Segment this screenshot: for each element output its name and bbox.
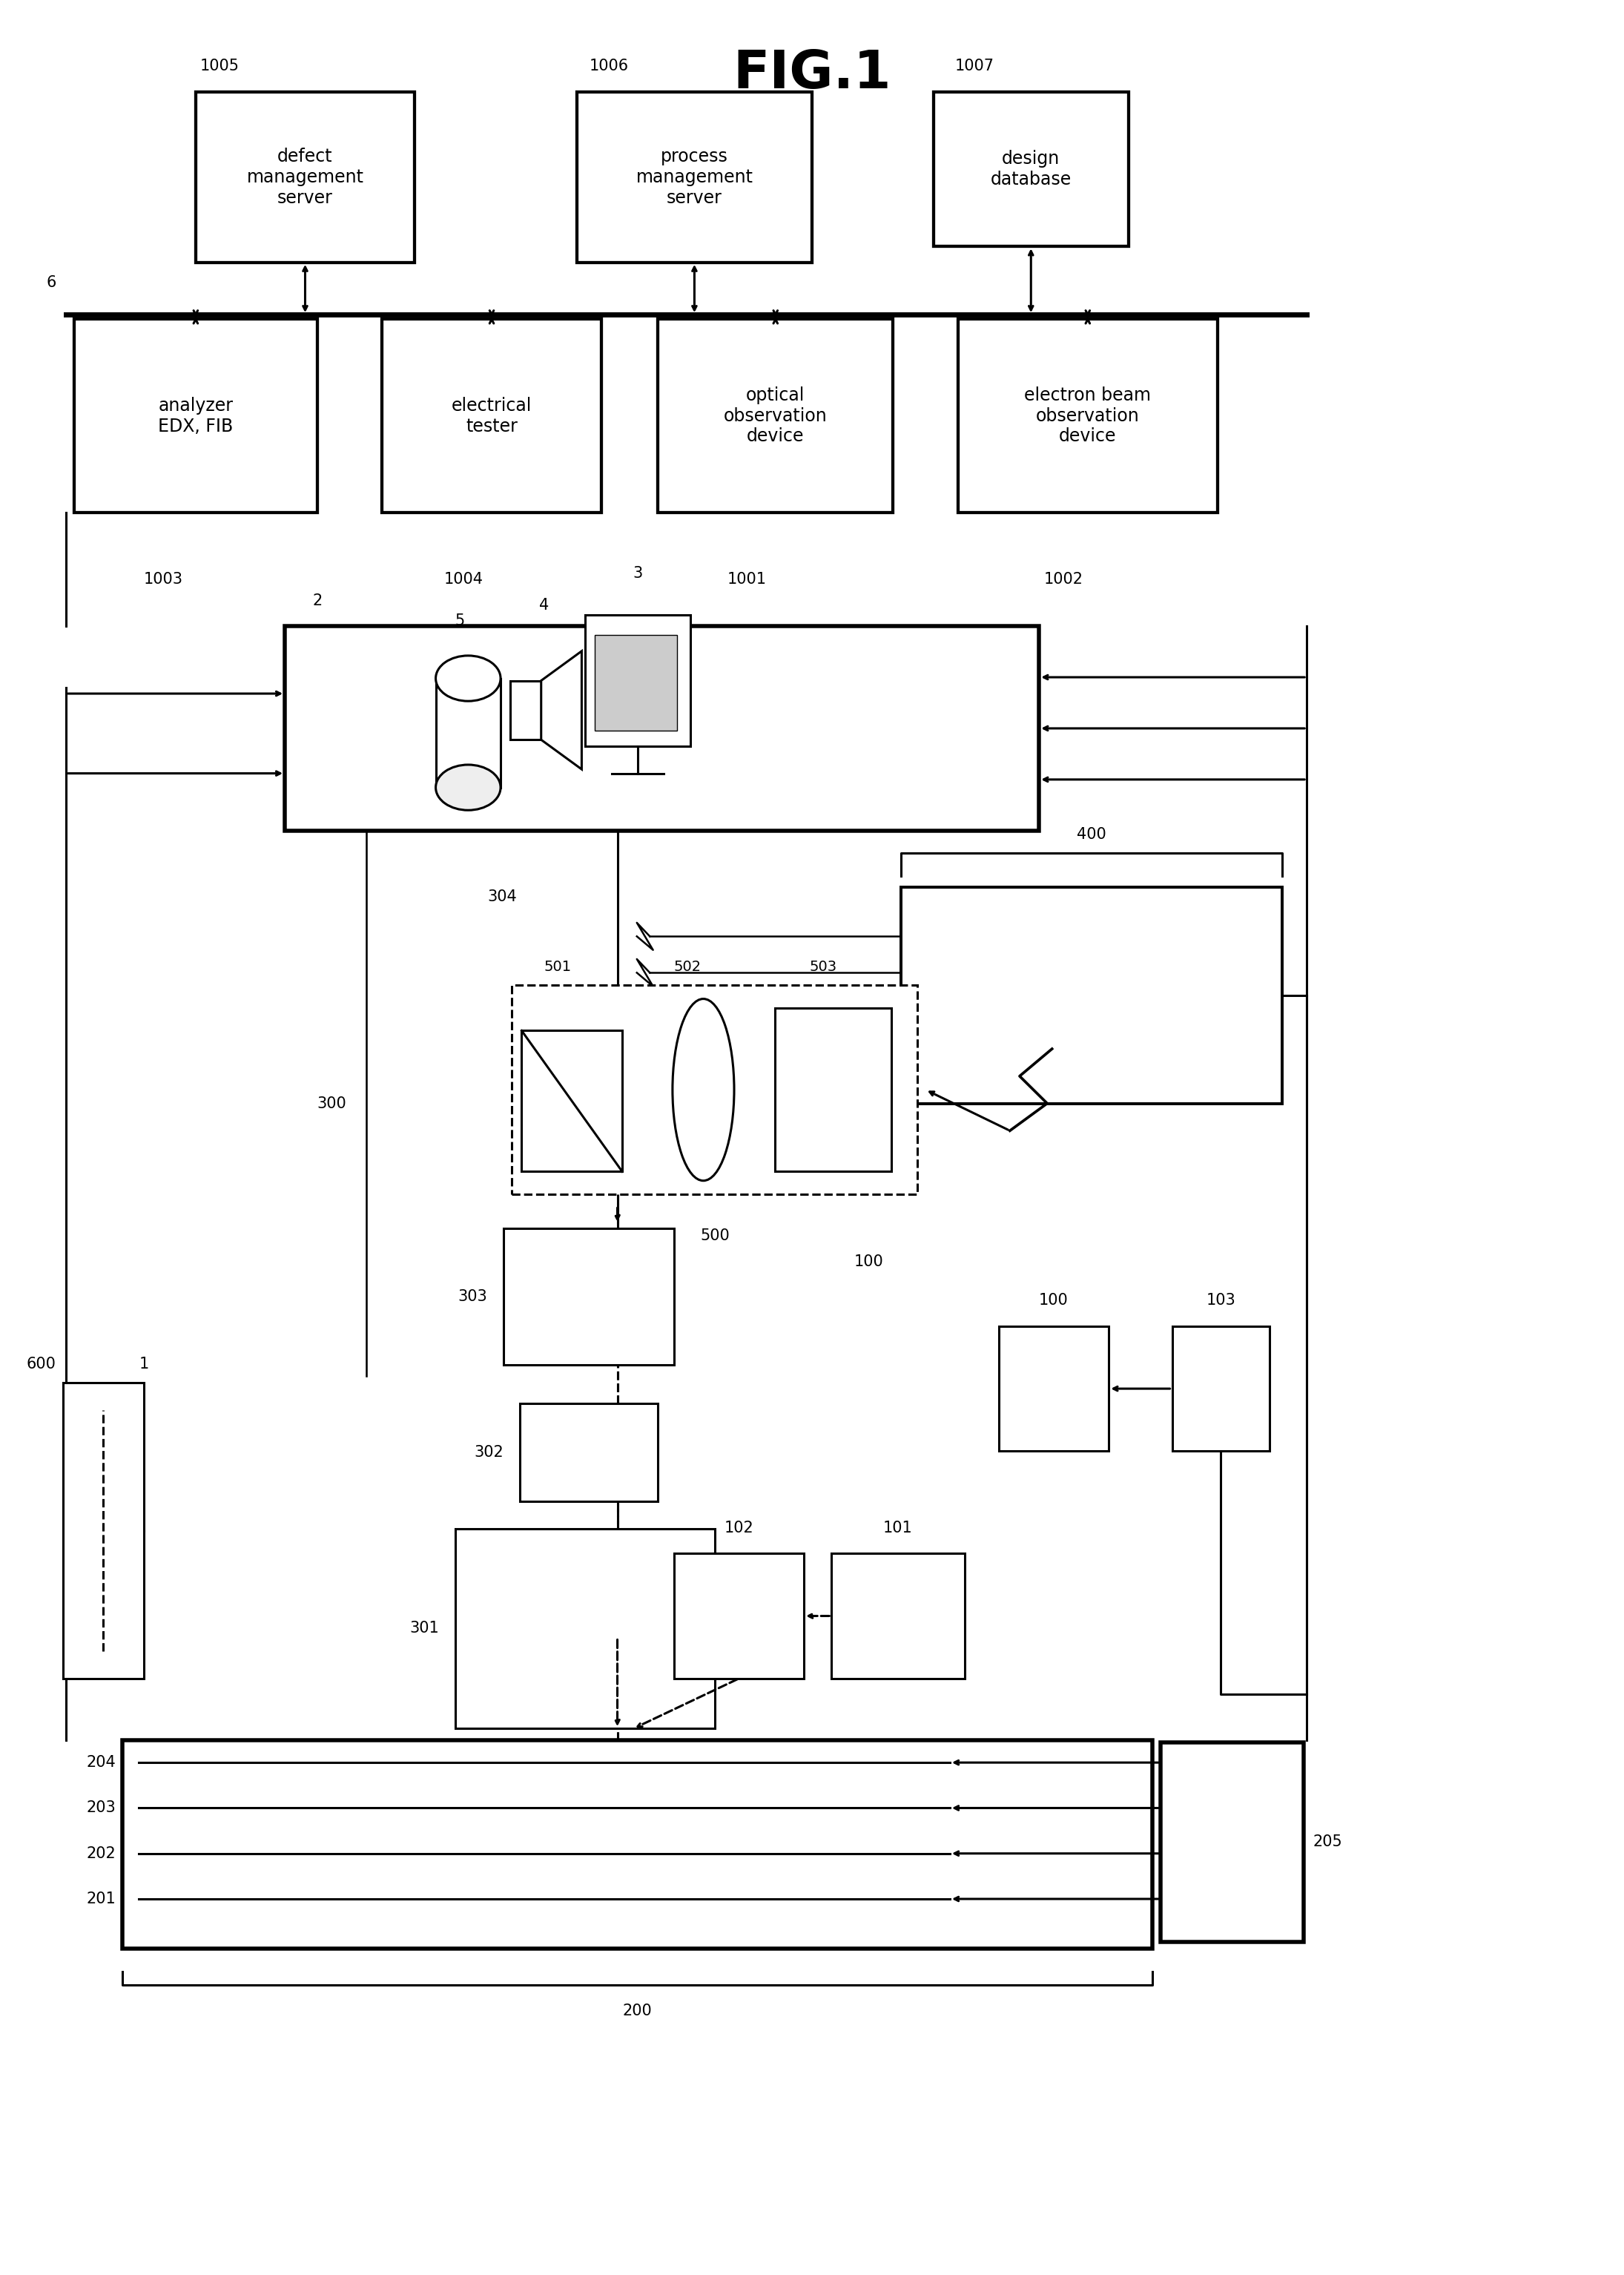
Text: 100: 100: [1039, 1292, 1069, 1308]
Text: 302: 302: [474, 1445, 503, 1461]
Text: FIG.1: FIG.1: [732, 48, 892, 100]
Bar: [658, 319, 893, 512]
Bar: [1173, 1326, 1270, 1451]
Text: 2: 2: [312, 594, 322, 607]
Text: 301: 301: [409, 1622, 438, 1636]
Text: 304: 304: [487, 890, 516, 905]
Bar: [1161, 1743, 1304, 1943]
Text: design
database: design database: [991, 150, 1072, 189]
Bar: [577, 91, 812, 262]
Bar: [520, 1404, 658, 1502]
Text: analyzer
EDX, FIB: analyzer EDX, FIB: [158, 396, 234, 435]
Text: 203: 203: [86, 1800, 117, 1815]
Text: 1: 1: [138, 1356, 149, 1372]
Text: 205: 205: [1314, 1834, 1343, 1850]
Bar: [75, 319, 317, 512]
Text: 6: 6: [45, 275, 57, 289]
Text: 3: 3: [633, 566, 643, 580]
Text: 1006: 1006: [590, 59, 628, 73]
Ellipse shape: [435, 655, 500, 701]
Text: 502: 502: [674, 960, 702, 974]
Text: 100: 100: [854, 1254, 883, 1269]
Bar: [934, 91, 1129, 246]
Bar: [585, 614, 690, 746]
Bar: [63, 1383, 145, 1679]
Bar: [958, 319, 1218, 512]
Text: 501: 501: [544, 960, 572, 974]
Ellipse shape: [435, 764, 500, 810]
Bar: [284, 626, 1039, 830]
Polygon shape: [510, 680, 541, 739]
Bar: [123, 1740, 1153, 1950]
Bar: [521, 1031, 622, 1172]
Text: 500: 500: [700, 1228, 729, 1242]
Text: 102: 102: [724, 1520, 754, 1536]
Text: 200: 200: [624, 2004, 653, 2018]
Bar: [195, 91, 414, 262]
Text: 600: 600: [26, 1356, 57, 1372]
Text: 503: 503: [810, 960, 836, 974]
Text: 5: 5: [455, 614, 464, 628]
Text: 1002: 1002: [1044, 571, 1083, 587]
Bar: [901, 887, 1283, 1103]
Text: 201: 201: [86, 1891, 117, 1906]
Text: 1001: 1001: [728, 571, 767, 587]
Bar: [435, 678, 500, 787]
Bar: [512, 985, 918, 1194]
Text: 1007: 1007: [955, 59, 994, 73]
Bar: [999, 1326, 1109, 1451]
Bar: [594, 635, 677, 730]
Text: electrical
tester: electrical tester: [451, 396, 531, 435]
Text: optical
observation
device: optical observation device: [724, 387, 827, 446]
Text: 103: 103: [1207, 1292, 1236, 1308]
Ellipse shape: [672, 999, 734, 1181]
Text: 300: 300: [317, 1097, 346, 1110]
Bar: [674, 1554, 804, 1679]
Text: 101: 101: [883, 1520, 913, 1536]
Bar: [503, 1228, 674, 1365]
Text: 204: 204: [86, 1754, 117, 1770]
Text: 1003: 1003: [143, 571, 184, 587]
Text: 400: 400: [1077, 828, 1106, 842]
Text: 1004: 1004: [443, 571, 482, 587]
Text: 202: 202: [86, 1845, 117, 1861]
Text: 1005: 1005: [200, 59, 240, 73]
Bar: [455, 1529, 715, 1729]
Bar: [831, 1554, 965, 1679]
Text: 303: 303: [458, 1290, 487, 1304]
Polygon shape: [541, 651, 581, 769]
Text: electron beam
observation
device: electron beam observation device: [1025, 387, 1151, 446]
Text: 4: 4: [539, 598, 549, 612]
Text: defect
management
server: defect management server: [247, 148, 364, 207]
Bar: [382, 319, 601, 512]
Bar: [775, 1008, 892, 1172]
Text: process
management
server: process management server: [637, 148, 754, 207]
